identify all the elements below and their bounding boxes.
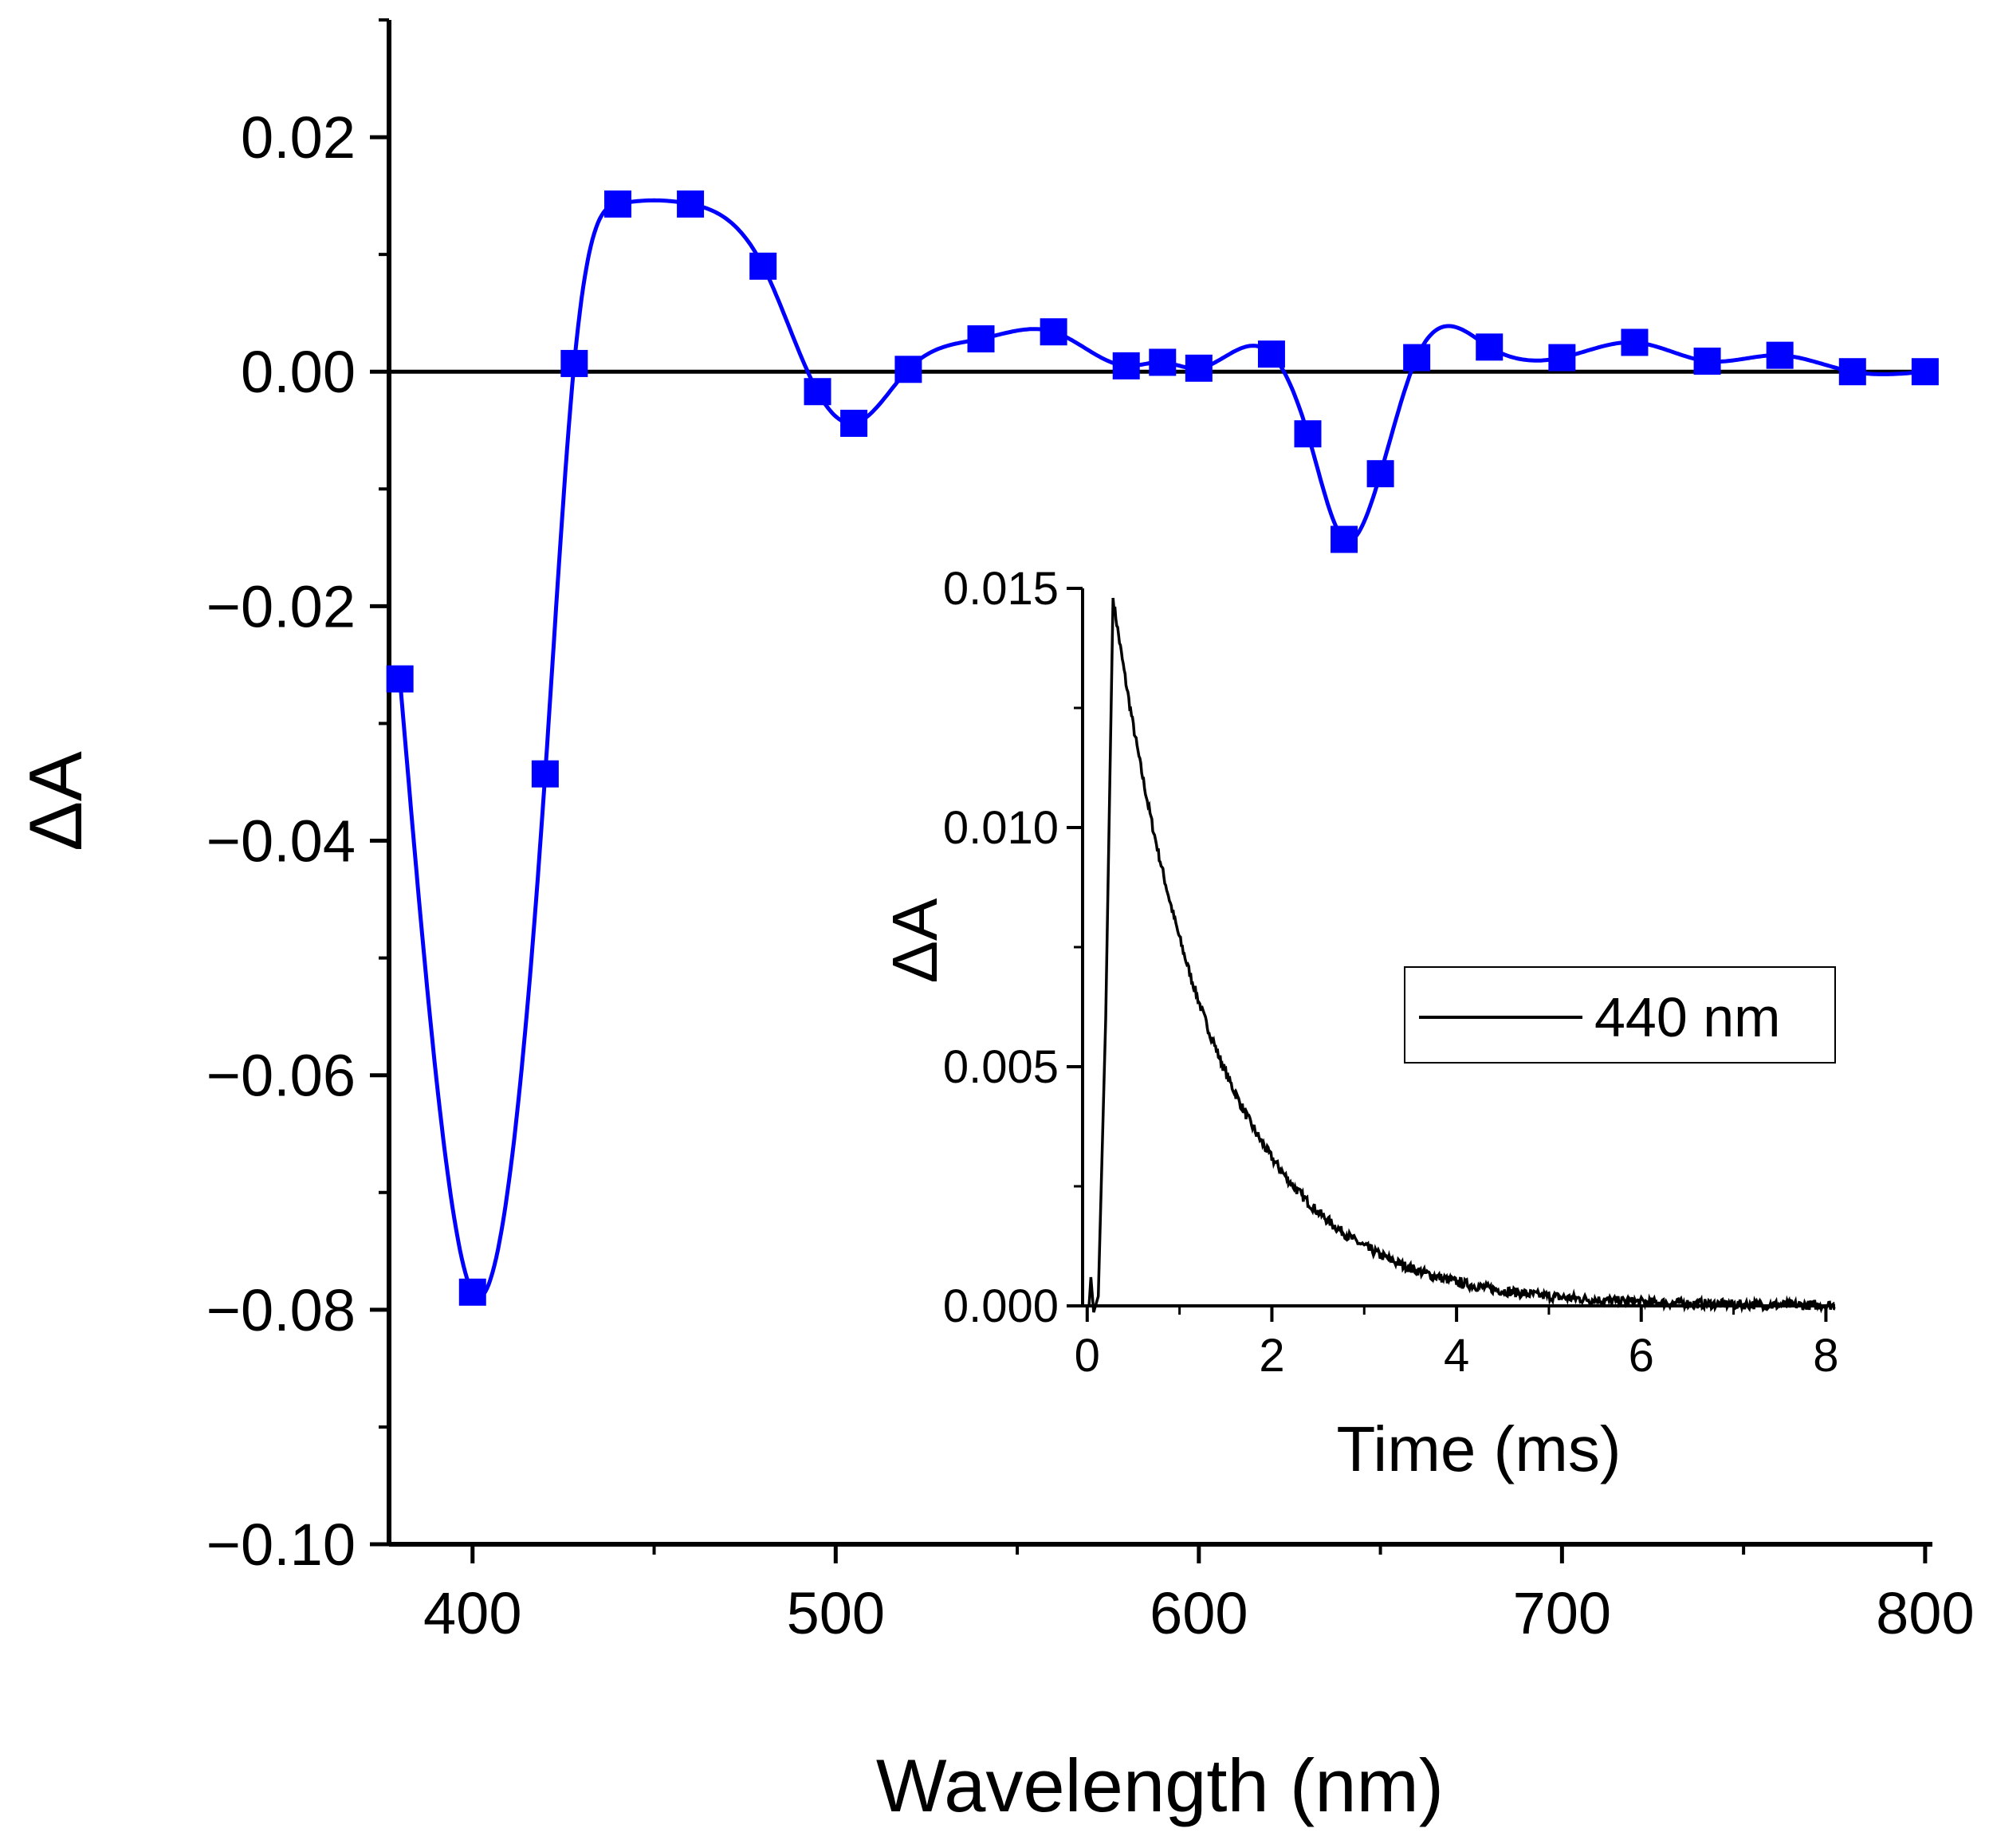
main-data-point: [749, 252, 777, 280]
main-data-point: [967, 325, 995, 353]
inset-x-axis-title: Time (ms): [1337, 1414, 1621, 1484]
inset-x-tick-label: 8: [1813, 1330, 1838, 1382]
main-data-point: [1366, 460, 1394, 488]
inset-x-tick-label: 4: [1444, 1330, 1469, 1382]
main-data-point: [1112, 352, 1140, 379]
main-data-point: [1476, 333, 1504, 361]
inset-kinetic-trace: 0 2 4 6 8 0.000 0.005 0.010 0.015: [943, 563, 1839, 1382]
main-x-axis-title: Wavelength (nm): [876, 1744, 1444, 1827]
main-data-point: [458, 1278, 486, 1306]
main-data-point: [1766, 341, 1794, 369]
main-spectrum-series: [386, 190, 1939, 1306]
inset-y-axis-title: ΔA: [879, 898, 950, 983]
main-data-point: [894, 356, 922, 383]
main-data-point: [1403, 344, 1431, 372]
main-y-tick-label: −0.08: [206, 1277, 356, 1343]
main-x-tick-label: 600: [1150, 1580, 1248, 1646]
main-data-point: [1294, 420, 1322, 448]
main-data-point: [386, 665, 414, 693]
main-y-tick-label: 0.02: [241, 104, 356, 171]
inset-y-tick-label: 0.000: [943, 1280, 1059, 1332]
inset-y-tick-label: 0.005: [943, 1041, 1059, 1093]
main-data-point: [1548, 344, 1576, 372]
inset-x-tick-label: 0: [1075, 1330, 1100, 1382]
main-data-point: [1040, 318, 1067, 346]
legend-frame: [1404, 966, 1836, 1064]
main-data-point: [677, 190, 705, 218]
main-data-point: [531, 760, 559, 788]
main-y-tick-label: 0.00: [241, 339, 356, 405]
main-data-point: [1911, 358, 1939, 386]
main-data-point: [560, 349, 588, 377]
main-axes: 400 500 600 700 800 0.02 0.00 −0.02 −0.04 −0.06 −0…: [206, 18, 1975, 1646]
main-data-point: [1621, 328, 1649, 356]
main-x-tick-label: 800: [1876, 1580, 1974, 1646]
main-y-axis-title: ΔA: [14, 751, 97, 851]
main-data-point: [1149, 348, 1177, 376]
main-y-tick-label: −0.10: [206, 1512, 356, 1578]
main-data-point: [603, 190, 631, 218]
main-y-tick-label: −0.04: [206, 808, 356, 875]
main-x-tick-label: 400: [423, 1580, 521, 1646]
main-data-point: [1693, 347, 1721, 375]
inset-legend: 440 nm: [1404, 966, 1836, 1064]
main-data-point: [1185, 354, 1213, 382]
main-y-tick-label: −0.02: [206, 573, 356, 639]
main-data-point: [1838, 358, 1866, 386]
main-data-point: [840, 409, 868, 437]
main-data-point: [1257, 340, 1285, 368]
main-data-point: [1331, 525, 1358, 553]
legend-entry-440nm: 440 nm: [1594, 986, 1780, 1048]
inset-y-tick-label: 0.015: [943, 563, 1059, 615]
main-data-point: [804, 378, 831, 406]
main-x-tick-label: 700: [1513, 1580, 1611, 1646]
main-x-tick-label: 500: [787, 1580, 885, 1646]
inset-x-tick-label: 2: [1259, 1330, 1284, 1382]
inset-y-tick-label: 0.010: [943, 802, 1059, 854]
inset-trace-440nm: [1087, 597, 1836, 1314]
inset-x-tick-label: 6: [1629, 1330, 1654, 1382]
main-y-tick-label: −0.06: [206, 1043, 356, 1109]
